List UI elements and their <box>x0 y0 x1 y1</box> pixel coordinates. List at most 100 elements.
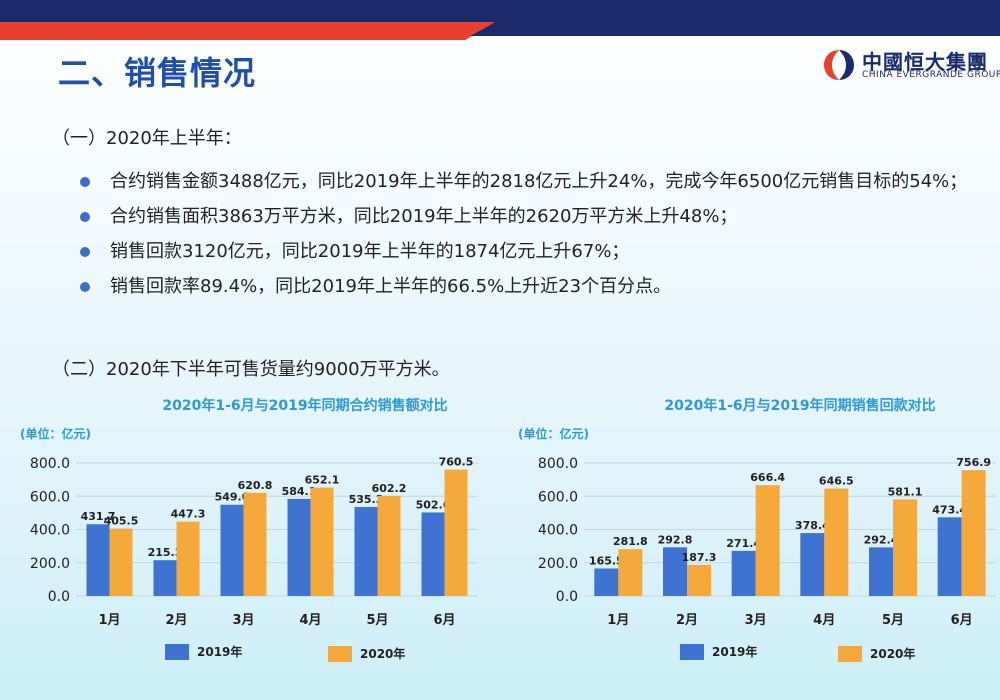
bar-2020年-2月 <box>176 521 200 596</box>
bar-2019年-5月 <box>354 507 378 596</box>
bar-2020年-3月 <box>243 492 267 596</box>
bar-2019年-3月 <box>731 550 756 596</box>
bullet-item: 合约销售面积3863万平方米，同比2019年上半年的2620万平方米上升48%； <box>80 203 970 230</box>
chart-1-legend-2019: 2019年 <box>165 643 242 660</box>
chart-1-legend-2020: 2020年 <box>328 645 405 662</box>
bar-2019年-3月 <box>220 504 244 596</box>
data-label: 281.8 <box>613 535 648 548</box>
data-label: 502.6 <box>416 498 451 511</box>
bar-2020年-4月 <box>824 488 849 596</box>
bar-2019年-6月 <box>421 512 445 596</box>
bullet-text: 合约销售金额3488亿元，同比2019年上半年的2818亿元上升24%，完成今年… <box>110 171 968 192</box>
bar-2019年-2月 <box>663 547 687 596</box>
bar-2019年-2月 <box>153 560 177 596</box>
data-label: 666.4 <box>750 471 785 484</box>
bullet-text: 合约销售面积3863万平方米，同比2019年上半年的2620万平方米上升48%； <box>110 206 738 227</box>
bar-2019年-4月 <box>800 533 825 596</box>
data-label: 292.4 <box>864 533 899 546</box>
company-logo: 中國恒大集團 CHINA EVERGRANDE GROUP <box>822 46 1000 86</box>
legend-label-2020: 2020年 <box>870 647 916 661</box>
y-tick-label: 600.0 <box>30 489 70 505</box>
banner-navy-wedge <box>470 22 1000 36</box>
y-tick-label: 400.0 <box>538 523 578 539</box>
logo-text-en: CHINA EVERGRANDE GROUP <box>862 70 1000 80</box>
data-label: 646.5 <box>819 475 854 488</box>
x-tick-label: 5月 <box>366 613 388 628</box>
legend-label-2020: 2020年 <box>360 647 406 661</box>
legend-label-2019: 2019年 <box>197 645 243 659</box>
data-label: 473.4 <box>932 503 967 516</box>
y-tick-label: 600.0 <box>538 489 578 505</box>
data-label: 756.9 <box>956 456 991 469</box>
bullet-item: 销售回款3120亿元，同比2019年上半年的1874亿元上升67%； <box>80 238 970 265</box>
data-label: 405.5 <box>104 515 139 528</box>
legend-label-2019: 2019年 <box>712 645 758 659</box>
x-tick-label: 1月 <box>607 613 629 628</box>
banner-red-stripe <box>0 22 495 40</box>
bullet-dot-icon <box>80 282 90 292</box>
bar-2019年-1月 <box>594 568 619 596</box>
x-tick-label: 3月 <box>745 613 767 628</box>
legend-swatch-2020 <box>838 645 862 662</box>
x-tick-label: 4月 <box>813 613 835 628</box>
y-tick-label: 0.0 <box>48 589 70 605</box>
data-label: 535.3 <box>349 493 384 506</box>
y-tick-label: 200.0 <box>30 556 70 572</box>
bullet-item: 销售回款率89.4%，同比2019年上半年的66.5%上升近23个百分点。 <box>80 273 970 300</box>
bar-2019年-6月 <box>937 517 962 596</box>
legend-swatch-2020 <box>328 645 352 662</box>
chart-1-title: 2020年1-6月与2019年同期合约销售额对比 <box>162 398 448 414</box>
legend-swatch-2019 <box>165 643 189 660</box>
data-label: 447.3 <box>171 508 206 521</box>
bullet-dot-icon <box>80 212 90 222</box>
logo-text-cn: 中國恒大集團 <box>862 50 988 74</box>
bar-2019年-4月 <box>287 498 311 596</box>
data-label: 581.1 <box>888 485 923 498</box>
chart-2-legend-2020: 2020年 <box>838 645 915 662</box>
data-label: 431.7 <box>81 510 116 523</box>
x-tick-label: 6月 <box>433 613 455 628</box>
bullet-dot-icon <box>80 177 90 187</box>
y-tick-label: 800.0 <box>538 456 578 472</box>
section-2-heading: （二）2020年下半年可售货量约9000万平方米。 <box>52 359 450 380</box>
chart-2-unit-label: (单位：亿元) <box>518 427 589 441</box>
y-tick-label: 400.0 <box>30 523 70 539</box>
data-label: 620.8 <box>238 479 273 492</box>
bar-2020年-5月 <box>377 495 401 596</box>
chart-2-sales-collection: 0.0 200.0 400.0 600.0 800.0 165.5 281.8 1月 292.8… <box>538 456 996 628</box>
bullet-text: 销售回款率89.4%，同比2019年上半年的66.5%上升近23个百分点。 <box>110 276 672 297</box>
page-title: 二、销售情况 <box>58 54 257 92</box>
x-tick-label: 3月 <box>232 613 254 628</box>
bullet-item: 合约销售金额3488亿元，同比2019年上半年的2818亿元上升24%，完成今年… <box>80 168 970 195</box>
x-tick-label: 4月 <box>299 613 321 628</box>
data-label: 187.3 <box>682 551 717 564</box>
y-tick-label: 0.0 <box>556 589 578 605</box>
chart-1-unit-label: (单位：亿元) <box>20 427 91 441</box>
x-tick-label: 2月 <box>165 613 187 628</box>
data-label: 602.2 <box>372 482 407 495</box>
x-tick-label: 1月 <box>98 613 120 628</box>
data-label: 378.4 <box>795 519 830 532</box>
y-tick-label: 800.0 <box>30 456 70 472</box>
bullet-list: 合约销售金额3488亿元，同比2019年上半年的2818亿元上升24%，完成今年… <box>80 168 970 308</box>
bar-2020年-1月 <box>109 528 133 596</box>
section-1-heading: （一）2020年上半年： <box>52 128 242 149</box>
x-tick-label: 6月 <box>951 613 973 628</box>
bar-2020年-3月 <box>755 485 780 596</box>
bar-2019年-1月 <box>86 524 110 596</box>
bar-2020年-6月 <box>444 469 468 596</box>
bar-2019年-5月 <box>869 547 893 596</box>
bar-2020年-6月 <box>961 470 986 596</box>
chart-2-title: 2020年1-6月与2019年同期销售回款对比 <box>664 398 936 414</box>
chart-2-legend-2019: 2019年 <box>680 643 757 660</box>
x-tick-label: 2月 <box>676 613 698 628</box>
data-label: 652.1 <box>305 474 340 487</box>
legend-swatch-2019 <box>680 643 704 660</box>
bar-2020年-1月 <box>618 549 643 596</box>
y-tick-label: 200.0 <box>538 556 578 572</box>
data-label: 271.4 <box>726 537 761 550</box>
bullet-text: 销售回款3120亿元，同比2019年上半年的1874亿元上升67%； <box>110 241 630 262</box>
evergrande-emblem-icon <box>824 50 854 80</box>
data-label: 165.5 <box>589 554 624 567</box>
